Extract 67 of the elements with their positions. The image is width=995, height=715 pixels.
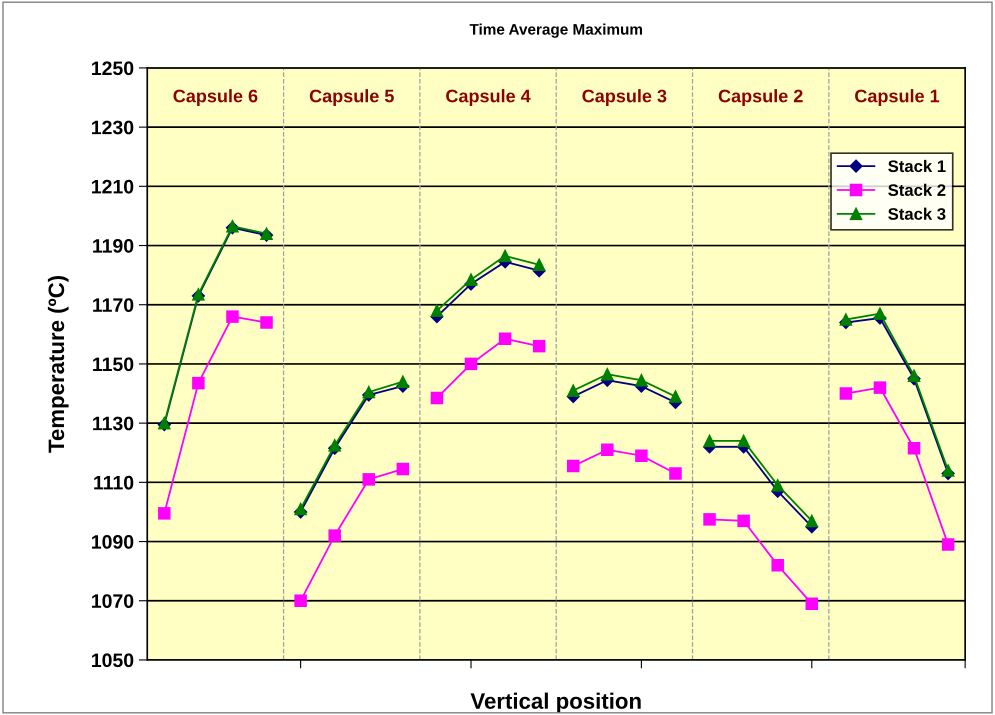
point [737,514,750,528]
point [396,375,410,388]
point [158,507,171,520]
point [737,434,750,448]
point [635,374,648,386]
point [942,464,954,477]
point [669,467,682,480]
x-axis-title: Vertical position [470,692,641,714]
point [908,442,920,455]
point [362,386,376,398]
annotation: Capsule 6 [174,89,258,106]
point [908,370,920,382]
point [566,384,580,397]
annotation: Capsule 5 [310,89,394,106]
point [806,597,818,610]
y-tick-label: 1070 [92,594,134,608]
point [635,449,648,462]
point [260,316,273,329]
annotation: Capsule 1 [855,89,940,106]
point [430,304,444,317]
point [771,479,784,492]
point [703,434,716,448]
point [328,439,341,452]
point [498,250,512,262]
point [771,558,784,572]
annotation: Capsule 2 [718,89,803,106]
point [294,502,307,516]
point [566,460,580,472]
y-tick-label: 1150 [93,357,134,372]
y-tick-label: 1110 [94,476,134,490]
chart-title: Time Average Maximum [470,24,642,38]
point [328,529,341,542]
point [430,392,444,404]
y-tick-label: 1190 [93,239,134,253]
annotation: Capsule 4 [446,89,531,106]
point [874,307,886,320]
y-tick-label: 1090 [92,535,134,549]
point [464,358,478,370]
y-tick-label: 1250 [92,61,134,76]
point [601,444,614,456]
point [874,381,886,394]
point [703,513,716,526]
point [806,514,818,528]
point [532,340,546,352]
y-tick-label: 1130 [93,416,134,430]
point [362,473,376,486]
legend-label: Stack 2 [888,184,946,196]
y-axis-title: Temperature (ºC) [48,276,69,453]
point [192,376,205,390]
point [294,594,307,607]
y-tick-label: 1230 [92,120,134,134]
y-tick-label: 1170 [93,298,134,312]
point [464,273,478,286]
point [942,538,954,551]
y-tick-label: 1210 [92,180,134,194]
point [840,387,852,400]
point [532,258,546,272]
legend-label: Stack 3 [888,208,946,220]
point [226,310,239,323]
legend-label: Stack 1 [888,160,946,172]
point [498,332,512,346]
point [396,462,410,476]
point [840,313,852,326]
y-tick-label: 1050 [92,653,134,668]
point [601,368,614,381]
annotation: Capsule 3 [582,89,666,106]
point [669,390,682,403]
